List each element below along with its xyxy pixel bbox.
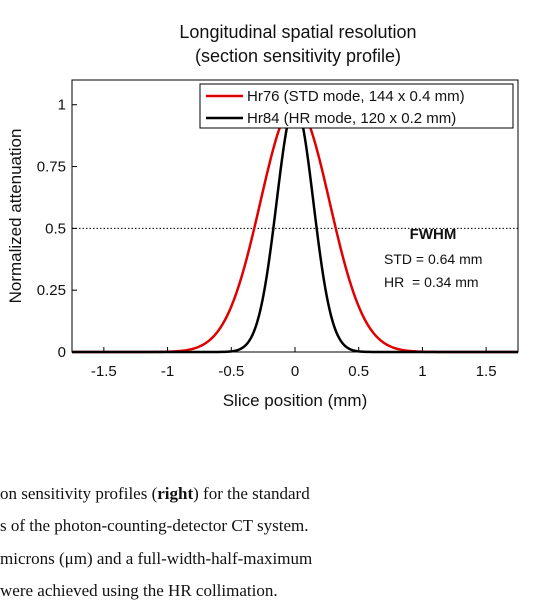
x-axis-label: Slice position (mm) bbox=[223, 391, 368, 410]
caption-line-1: on sensitivity profiles (right) for the … bbox=[0, 484, 310, 503]
x-tick-label: 0.5 bbox=[348, 363, 369, 380]
chart: Longitudinal spatial resolution (section… bbox=[6, 22, 519, 410]
chart-subtitle: (section sensitivity profile) bbox=[195, 46, 401, 66]
legend-box bbox=[199, 83, 514, 129]
y-tick-label: 0.5 bbox=[45, 220, 66, 237]
x-tick-label: -1 bbox=[161, 363, 174, 380]
y-tick-label: 1 bbox=[58, 97, 66, 114]
fwhm-std-value: STD = 0.64 mm bbox=[384, 251, 482, 267]
y-axis-label: Normalized attenuation bbox=[6, 129, 25, 304]
fwhm-hr-value: HR = 0.34 mm bbox=[384, 274, 479, 290]
legend-label-hr76: Hr76 (STD mode, 144 x 0.4 mm) bbox=[247, 88, 465, 105]
x-tick-label: 1 bbox=[418, 363, 426, 380]
x-tick-label: -0.5 bbox=[218, 363, 244, 380]
caption-line-4: were achieved using the HR collimation. bbox=[0, 580, 278, 600]
figure-caption: on sensitivity profiles (right) for the … bbox=[0, 478, 537, 607]
x-tick-label: -1.5 bbox=[91, 363, 117, 380]
legend: Hr76 (STD mode, 144 x 0.4 mm) Hr84 (HR m… bbox=[199, 83, 514, 129]
fwhm-heading: FWHM bbox=[410, 226, 457, 243]
y-tick-label: 0.75 bbox=[37, 159, 66, 176]
caption-emphasis: right bbox=[157, 484, 194, 503]
y-tick-label: 0.25 bbox=[37, 282, 66, 299]
y-tick-label: 0 bbox=[58, 344, 66, 361]
x-tick-label: 0 bbox=[291, 363, 299, 380]
chart-title: Longitudinal spatial resolution bbox=[179, 22, 416, 42]
x-tick-label: 1.5 bbox=[476, 363, 497, 380]
y-axis-ticks: 0 0.25 0.5 0.75 1 bbox=[37, 97, 77, 361]
caption-line-3: microns (μm) and a full-width-half-maxim… bbox=[0, 548, 313, 568]
legend-label-hr84: Hr84 (HR mode, 120 x 0.2 mm) bbox=[247, 110, 456, 127]
caption-line-2: s of the photon-counting-detector CT sys… bbox=[0, 516, 309, 536]
